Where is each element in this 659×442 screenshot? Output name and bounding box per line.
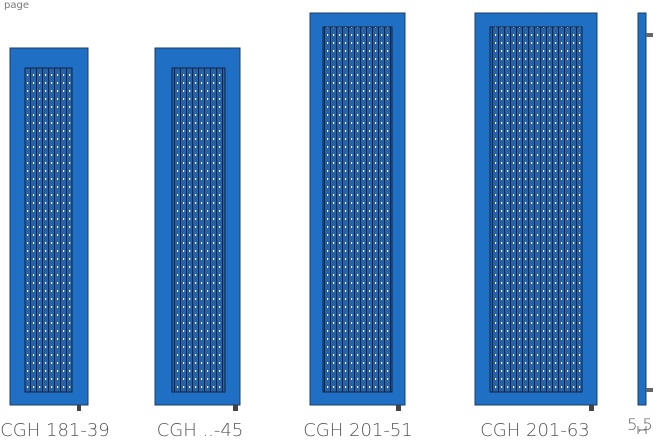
panel [309,12,406,411]
panel-label: CGH 181-39 [0,420,110,441]
profile [637,12,653,434]
profile-label: 5,5 [627,415,652,434]
panel-label: CGH 201-51 [303,420,413,441]
panel-label: CGH 201-63 [480,420,590,441]
header-text: page [4,0,29,11]
panel [9,47,89,411]
panel [154,47,241,411]
panel [474,12,598,411]
panel-label: CGH ..-45 [157,420,244,441]
